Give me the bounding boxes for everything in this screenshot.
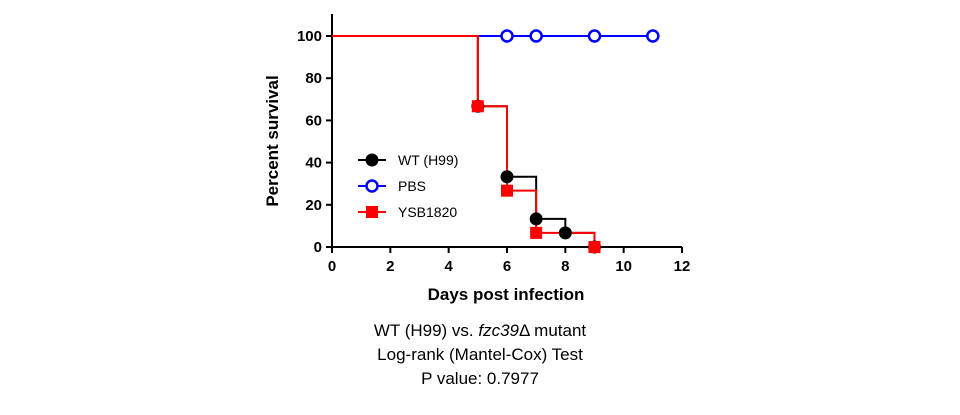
x-tick-label: 8 bbox=[561, 258, 569, 275]
caption-line-1-prefix: WT (H99) vs. bbox=[373, 321, 479, 340]
y-tick-label: 60 bbox=[305, 112, 322, 129]
data-point-ysb1820 bbox=[530, 226, 543, 239]
y-tick-label: 80 bbox=[305, 70, 322, 87]
caption-gene-name: fzc39 bbox=[478, 321, 520, 340]
legend-marker-wt-h99 bbox=[365, 153, 379, 167]
y-tick-label: 100 bbox=[297, 28, 322, 45]
x-tick-label: 10 bbox=[615, 258, 632, 275]
legend-label-pbs: PBS bbox=[398, 178, 426, 194]
x-tick-label: 0 bbox=[328, 258, 336, 275]
x-tick-label: 2 bbox=[386, 258, 394, 275]
caption-line-1: WT (H99) vs. fzc39Δ mutant bbox=[0, 320, 960, 342]
legend: WT (H99) PBS YSB1820 bbox=[358, 152, 458, 220]
data-point-pbs bbox=[500, 29, 514, 43]
chart-axes: 0 20 40 60 80 100 0 2 4 6 8 10 12 bbox=[297, 14, 690, 275]
y-tick-label: 0 bbox=[314, 239, 322, 256]
legend-label-ysb1820: YSB1820 bbox=[398, 204, 457, 220]
data-point-wt-h99 bbox=[529, 212, 543, 226]
caption-line-2: Log-rank (Mantel-Cox) Test bbox=[377, 345, 583, 364]
data-point-ysb1820 bbox=[588, 241, 601, 253]
y-tick-label: 20 bbox=[305, 197, 322, 214]
caption-line-1-suffix: Δ mutant bbox=[519, 321, 587, 340]
legend-label-wt-h99: WT (H99) bbox=[398, 152, 458, 168]
data-point-ysb1820 bbox=[471, 100, 484, 113]
data-point-pbs bbox=[646, 29, 660, 43]
x-tick-label: 12 bbox=[674, 258, 691, 275]
legend-marker-ysb1820 bbox=[366, 206, 378, 218]
y-axis-label: Percent survival bbox=[263, 75, 282, 206]
series-layer bbox=[332, 29, 660, 254]
legend-marker-pbs bbox=[365, 179, 379, 193]
x-axis-label: Days post infection bbox=[428, 285, 585, 304]
data-point-pbs bbox=[587, 29, 602, 43]
x-tick-label: 4 bbox=[444, 258, 453, 275]
caption-line-3: P value: 0.7977 bbox=[421, 369, 539, 388]
data-point-ysb1820 bbox=[501, 184, 513, 197]
x-tick-label: 6 bbox=[503, 258, 511, 275]
data-point-pbs bbox=[529, 29, 543, 43]
survival-chart: 0 20 40 60 80 100 0 2 4 6 8 10 12 WT (H99) PBS YSB1820… bbox=[263, 14, 690, 304]
y-tick-label: 40 bbox=[305, 155, 322, 172]
data-point-wt-h99 bbox=[500, 170, 514, 184]
data-point-wt-h99 bbox=[558, 226, 572, 240]
